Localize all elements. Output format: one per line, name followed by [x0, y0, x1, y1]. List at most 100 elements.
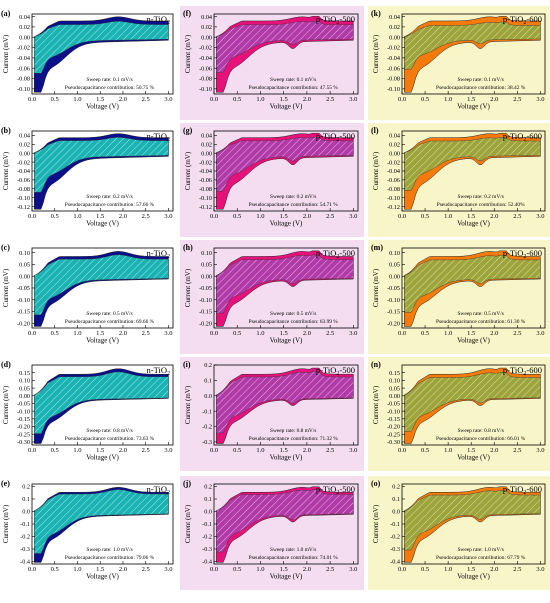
x-tick-label: 1.0 [444, 566, 452, 573]
x-tick-label: 3.0 [164, 213, 172, 220]
x-tick-label: 2.5 [142, 96, 150, 103]
sample-title: p-TiO2-600 [503, 14, 542, 26]
y-tick-label: 0.0 [204, 393, 212, 400]
sample-title: p-TiO2-500 [316, 14, 355, 26]
y-axis-label: Current (mV) [184, 268, 192, 307]
x-tick-label: 1.0 [444, 213, 452, 220]
x-tick-label: 1.5 [96, 447, 104, 454]
y-tick-label: 0.00 [19, 273, 30, 280]
y-tick-label: -0.06 [17, 65, 30, 72]
panel-letter: (e) [1, 479, 10, 488]
x-tick-label: 0.5 [51, 96, 59, 103]
x-tick-label: 2.5 [142, 330, 150, 337]
x-axis-label: Voltage (V) [86, 454, 119, 462]
y-tick-label: -0.1 [202, 408, 212, 415]
pseudocapacitance-label: Pseudocapacitance contribution: 66.01 % [436, 436, 526, 442]
x-axis-label: Voltage (V) [457, 337, 490, 345]
x-tick-label: 1.0 [73, 566, 81, 573]
y-tick-label: -0.10 [387, 297, 400, 304]
x-axis-label: Voltage (V) [86, 337, 119, 345]
y-axis-label: Current (mV) [184, 504, 192, 543]
cv-panel-d: -0.30-0.25-0.20-0.15-0.10-0.050.000.050.… [0, 357, 179, 471]
y-tick-label: -0.04 [199, 168, 212, 175]
x-tick-label: 2.0 [303, 213, 311, 220]
sweep-rate-label: Sweep rate: 0.8 mV/s [457, 428, 503, 434]
pseudocapacitance-label: Pseudocapacitance contribution: 57.66 % [65, 202, 155, 208]
x-tick-label: 0.5 [51, 566, 59, 573]
x-tick-label: 2.5 [142, 447, 150, 454]
x-tick-label: 2.5 [326, 566, 334, 573]
x-tick-label: 2.0 [303, 330, 311, 337]
y-axis-label: Current (mV) [184, 151, 192, 190]
x-tick-label: 1.5 [280, 330, 288, 337]
y-tick-label: 0.15 [389, 370, 400, 377]
title-main: p-TiO [503, 248, 523, 258]
y-tick-label: 0.10 [19, 378, 30, 385]
y-tick-label: 0.02 [389, 24, 400, 31]
x-tick-label: 1.5 [96, 213, 104, 220]
sample-title: n-TiO2 [147, 365, 170, 377]
pseudocapacitive-area [216, 21, 354, 73]
pseudocapacitance-label: Pseudocapacitance contribution: 74.01 % [249, 555, 339, 561]
y-tick-label: 0.02 [19, 142, 30, 149]
title-subscript: 2 [336, 254, 339, 260]
y-tick-label: -0.1 [20, 521, 30, 528]
y-tick-label: 0.05 [389, 385, 400, 392]
x-tick-label: 0.5 [421, 330, 429, 337]
x-tick-label: 2.0 [303, 566, 311, 573]
x-tick-label: 3.0 [536, 96, 544, 103]
y-tick-label: -0.12 [387, 204, 400, 211]
x-tick-label: 2.5 [326, 330, 334, 337]
title-main: n-TiO [147, 365, 167, 375]
y-tick-label: -0.15 [387, 309, 400, 316]
pseudocapacitance-label: Pseudocapacitance contribution: 73.63 % [65, 436, 155, 442]
x-tick-label: 1.5 [96, 566, 104, 573]
cv-panel-h: -0.20 -0.15 -0.10 -0.05 0.00 0.05 0.10 0.0 0.5 1.… [180, 240, 364, 354]
y-tick-label: -0.25 [387, 431, 400, 438]
sample-title: n-TiO2 [147, 484, 170, 496]
x-tick-label: 0.5 [421, 566, 429, 573]
x-tick-label: 3.0 [349, 96, 357, 103]
x-tick-label: 0.0 [28, 566, 36, 573]
y-tick-label: 0.00 [201, 150, 212, 157]
title-subscript: 2 [167, 490, 170, 496]
x-tick-label: 2.0 [119, 213, 127, 220]
sample-title: p-TiO2-500 [316, 131, 355, 143]
x-tick-label: 3.0 [536, 566, 544, 573]
panel-letter: (i) [183, 360, 191, 369]
x-tick-label: 1.5 [467, 96, 475, 103]
x-tick-label: 1.0 [256, 330, 264, 337]
title-subscript: 2 [167, 371, 170, 377]
sample-title: n-TiO2 [147, 14, 170, 26]
y-tick-label: -0.2 [202, 534, 212, 541]
y-tick-label: 0.00 [389, 273, 400, 280]
x-tick-label: 1.5 [96, 96, 104, 103]
panel-letter: (b) [1, 126, 11, 135]
pseudocapacitance-label: Pseudocapacitance contribution: 69.66 % [65, 319, 155, 325]
x-tick-label: 2.0 [490, 447, 498, 454]
x-tick-label: 0.0 [28, 447, 36, 454]
x-tick-label: 2.0 [490, 566, 498, 573]
y-tick-label: -0.04 [199, 55, 212, 62]
x-axis-label: Voltage (V) [457, 103, 490, 111]
x-tick-label: 2.0 [303, 447, 311, 454]
y-tick-label: -0.2 [202, 424, 212, 431]
panel-letter: (j) [183, 479, 191, 488]
x-tick-label: 3.0 [164, 96, 172, 103]
cv-panel-k: -0.10-0.08-0.06-0.04-0.020.000.020.040.0… [368, 6, 550, 120]
x-tick-label: 1.5 [280, 213, 288, 220]
x-tick-label: 0.0 [398, 330, 406, 337]
y-tick-label: -0.02 [387, 159, 400, 166]
y-axis-label: Current (mV) [372, 151, 380, 190]
x-tick-label: 0.5 [51, 447, 59, 454]
y-tick-label: -0.08 [387, 186, 400, 193]
panel-letter: (o) [371, 479, 381, 488]
pseudocapacitance-label: Pseudocapacitance contribution: 54.71 % [249, 202, 339, 208]
x-tick-label: 3.0 [349, 566, 357, 573]
sweep-rate-label: Sweep rate: 1.0 mV/s [270, 547, 316, 553]
y-axis-label: Current (mV) [2, 268, 10, 307]
x-axis-label: Voltage (V) [86, 573, 119, 581]
x-axis-label: Voltage (V) [270, 103, 303, 111]
title-subscript: 2 [523, 137, 526, 143]
y-tick-label: -0.04 [387, 168, 400, 175]
